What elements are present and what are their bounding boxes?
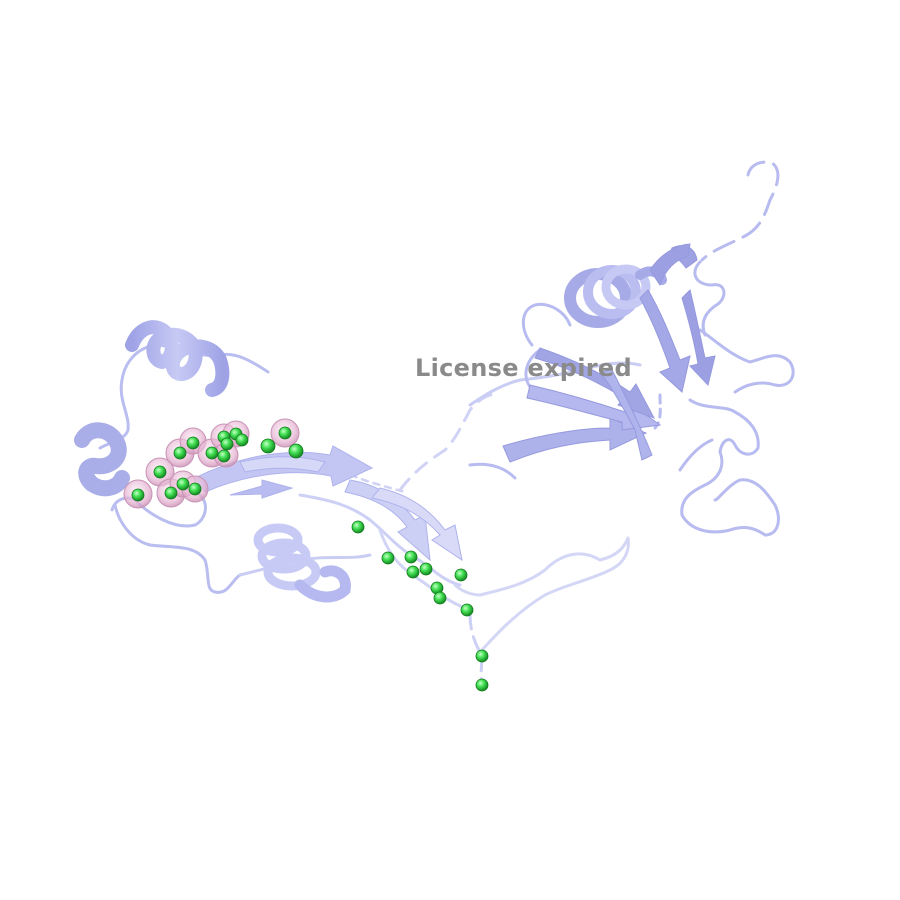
atom [131,488,145,502]
atom [381,551,395,565]
right-domain-loops [468,160,795,537]
atom [235,433,249,447]
left-domain [98,343,642,687]
atom [260,438,276,454]
atom [475,678,489,692]
atom [406,565,420,579]
helix-top-left [125,320,230,397]
atom [220,437,234,451]
atom [288,443,304,459]
atom [278,426,292,440]
helix-right [564,264,667,328]
atom [454,568,468,582]
helix-bottom-left [253,523,351,603]
atom [460,603,474,617]
atom [153,465,167,479]
atom [433,591,447,605]
green-atoms [131,426,489,692]
atom [205,446,219,460]
atom [475,649,489,663]
atom [217,449,231,463]
beta-sheet-right [502,243,716,463]
atom [188,482,202,496]
atom [173,446,187,460]
atom [419,562,433,576]
atom [176,477,190,491]
atom [186,436,200,450]
beta-sheet-left [194,445,463,562]
helix-left-edge [74,422,130,497]
atom [164,486,178,500]
license-watermark: License expired [415,354,632,382]
atom [351,520,365,534]
atom [404,550,418,564]
